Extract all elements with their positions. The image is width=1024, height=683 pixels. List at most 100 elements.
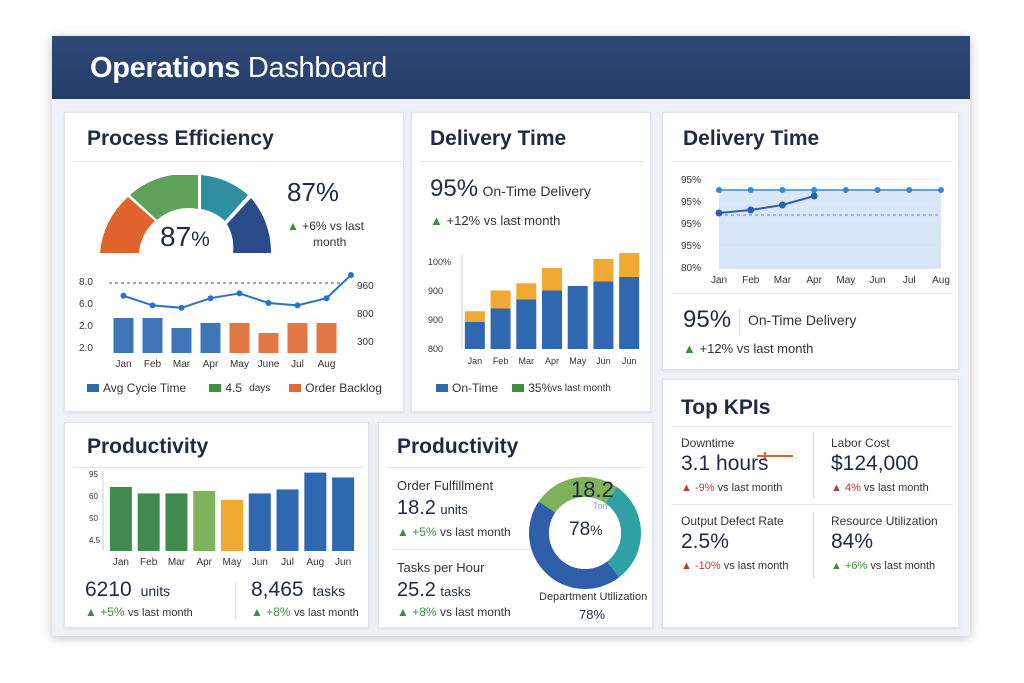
bar <box>193 491 216 551</box>
bar <box>316 323 337 353</box>
bar <box>567 286 588 349</box>
bar <box>332 477 355 551</box>
trend-point <box>323 295 330 302</box>
trend-point <box>120 292 127 299</box>
x-tick-label: Jul <box>291 359 304 370</box>
up-arrow-icon: ▲ <box>831 482 845 494</box>
x-tick-label: Feb <box>493 356 509 366</box>
efficiency-change: ▲ +6% vs last <box>287 219 364 233</box>
legend-sublabel: vs last month <box>552 383 611 394</box>
kpi-label: Downtime <box>681 436 735 450</box>
utilization-donut <box>529 477 641 589</box>
donut-caption: Department Utilization <box>539 591 648 603</box>
x-tick-label: May <box>569 356 587 366</box>
x-tick-label: Jun <box>622 356 637 366</box>
donut-slice <box>538 477 617 513</box>
kpi-value: 84% <box>831 530 874 553</box>
x-tick-label: Jan <box>115 359 131 370</box>
donut-caption-value: 78% <box>579 607 606 622</box>
bar <box>490 308 511 349</box>
legend-label: 4.5 <box>225 381 243 395</box>
kpi-label: Labor Cost <box>831 436 890 450</box>
tasks-change: ▲ +8% vs last month <box>251 605 359 619</box>
delivery-time-panel-1: Delivery Time 95% On-Time Delivery ▲ +12… <box>411 112 651 412</box>
up-arrow-icon: ▲ <box>681 560 695 572</box>
bar <box>142 318 163 353</box>
target-point <box>747 187 754 193</box>
y-tick-label: 800 <box>428 344 443 354</box>
efficiency-kpi-value: 87% <box>287 177 340 207</box>
bar <box>171 328 192 353</box>
x-tick-label: Apr <box>203 359 219 370</box>
page-title: Operations Dashboard <box>90 52 388 84</box>
x-tick-label: Jun <box>596 356 611 366</box>
kpi-change-value: -10% <box>694 560 721 572</box>
legend-label: On-Time <box>452 381 499 395</box>
trend-point <box>715 209 723 217</box>
y-tick-label: 95% <box>681 241 701 252</box>
x-tick-label: Mar <box>173 359 191 370</box>
bar-stack <box>516 283 537 300</box>
y-tick-label: 2.0 <box>79 321 93 332</box>
x-tick-label: Mar <box>168 557 186 568</box>
top-kpis-panel: Top KPIs Downtime 3.1 hours ▲ -9% vs last … <box>662 379 959 628</box>
y-tick-label: 2.0 <box>79 343 93 354</box>
x-tick-label: Apr <box>196 557 212 568</box>
panel-title: Top KPIs <box>681 396 771 419</box>
order-fulfillment-value: 18.2 units <box>397 497 468 519</box>
bar <box>287 323 308 353</box>
x-tick-label: Jun <box>335 557 351 568</box>
kpi-change-suffix: vs last month <box>860 482 929 494</box>
delivery-legend: On-Time 35% vs last month <box>436 381 646 397</box>
kpi-change-suffix: vs last month <box>714 482 783 494</box>
x-tick-label: Aug <box>932 275 950 286</box>
x-tick-label: Jun <box>870 275 886 286</box>
kpi-change-value: 4% <box>844 482 861 494</box>
units-change: ▲ +5% vs last month <box>85 605 193 619</box>
y-tick-label: 95 <box>89 470 98 479</box>
y-tick-label: 900 <box>428 286 443 296</box>
x-tick-label: May <box>230 359 249 370</box>
gauge-value: 87% <box>160 221 210 252</box>
x-tick-label: Jan <box>468 356 483 366</box>
y-tick-label: 60 <box>89 492 98 501</box>
x-tick-label: Aug <box>306 557 324 568</box>
legend-swatch <box>512 384 525 392</box>
delivery-kpi: 95% On-Time Delivery <box>430 175 591 202</box>
bar-stack <box>464 311 485 322</box>
y-tick-label: 900 <box>428 315 443 325</box>
trend-point <box>778 201 786 209</box>
bar <box>542 290 562 349</box>
x-tick-label: Mar <box>774 275 792 286</box>
y-tick-label: 4.5 <box>89 536 101 545</box>
trend-point <box>178 304 185 311</box>
tasks-stat: 8,465 tasks <box>251 578 346 601</box>
units-stat: 6210 units <box>85 578 171 601</box>
up-arrow-icon: ▲ <box>397 605 409 619</box>
trend-line <box>718 195 815 214</box>
up-arrow-icon: ▲ <box>287 219 299 233</box>
bar <box>221 499 243 551</box>
legend-label: Avg Cycle Time <box>103 381 187 395</box>
bar <box>258 333 279 353</box>
y-tick-label: 95% <box>681 219 701 230</box>
productivity-panel-2: Productivity Order Fulfillment 18.2 unit… <box>378 422 653 628</box>
target-point <box>716 187 722 193</box>
bar <box>304 472 327 551</box>
x-tick-label: Jul <box>903 275 916 286</box>
x-tick-label: May <box>223 557 242 568</box>
legend-swatch <box>436 384 448 392</box>
legend-swatch <box>209 384 222 392</box>
kpi-change-value: -9% <box>694 482 715 494</box>
x-tick-label: Feb <box>742 275 760 286</box>
x-tick-label: May <box>836 275 855 286</box>
up-arrow-icon: ▲ <box>85 605 97 619</box>
kpi-change: ▲ 4% vs last month <box>831 482 929 494</box>
trend-line <box>123 274 352 309</box>
y-tick-label: 100% <box>428 257 451 267</box>
efficiency-gauge <box>100 175 272 253</box>
tasks-per-hour-change: ▲ +8% vs last month <box>397 605 511 619</box>
x-tick-label: Jul <box>281 557 294 568</box>
x-tick-label: Apr <box>545 356 559 366</box>
target-point <box>906 187 913 193</box>
